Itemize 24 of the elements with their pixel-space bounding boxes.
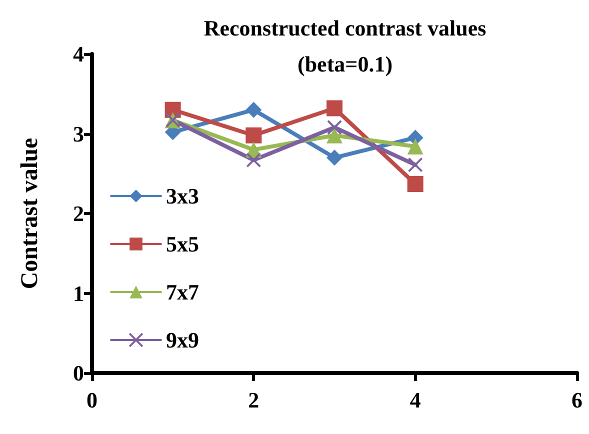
- y-tick-label: 3: [73, 121, 84, 146]
- y-tick-label: 0: [73, 360, 84, 386]
- point: [246, 127, 262, 144]
- point: [407, 176, 424, 192]
- point: [326, 127, 342, 144]
- point: [326, 150, 342, 166]
- point: [246, 152, 262, 168]
- x-tick-label: 2: [248, 388, 260, 412]
- legend-label: 7x7: [166, 280, 199, 304]
- legend-label: 5x5: [166, 232, 199, 256]
- legend-label: 3x3: [166, 184, 199, 208]
- x-tick-label: 4: [410, 388, 421, 412]
- y-tick-label: 1: [73, 280, 84, 306]
- point: [327, 120, 342, 135]
- point: [408, 157, 423, 172]
- point: [246, 102, 262, 118]
- y-axis-title: Contrast value: [17, 137, 43, 290]
- point: [326, 100, 342, 116]
- point: [407, 138, 424, 155]
- legend-label: 9x9: [166, 328, 199, 352]
- y-tick-label: 4: [73, 42, 84, 66]
- chart-title: Reconstructed contrast values (beta=0.1): [204, 16, 487, 76]
- y-tick-label: 2: [73, 201, 84, 226]
- x-tick-label: 6: [572, 388, 582, 412]
